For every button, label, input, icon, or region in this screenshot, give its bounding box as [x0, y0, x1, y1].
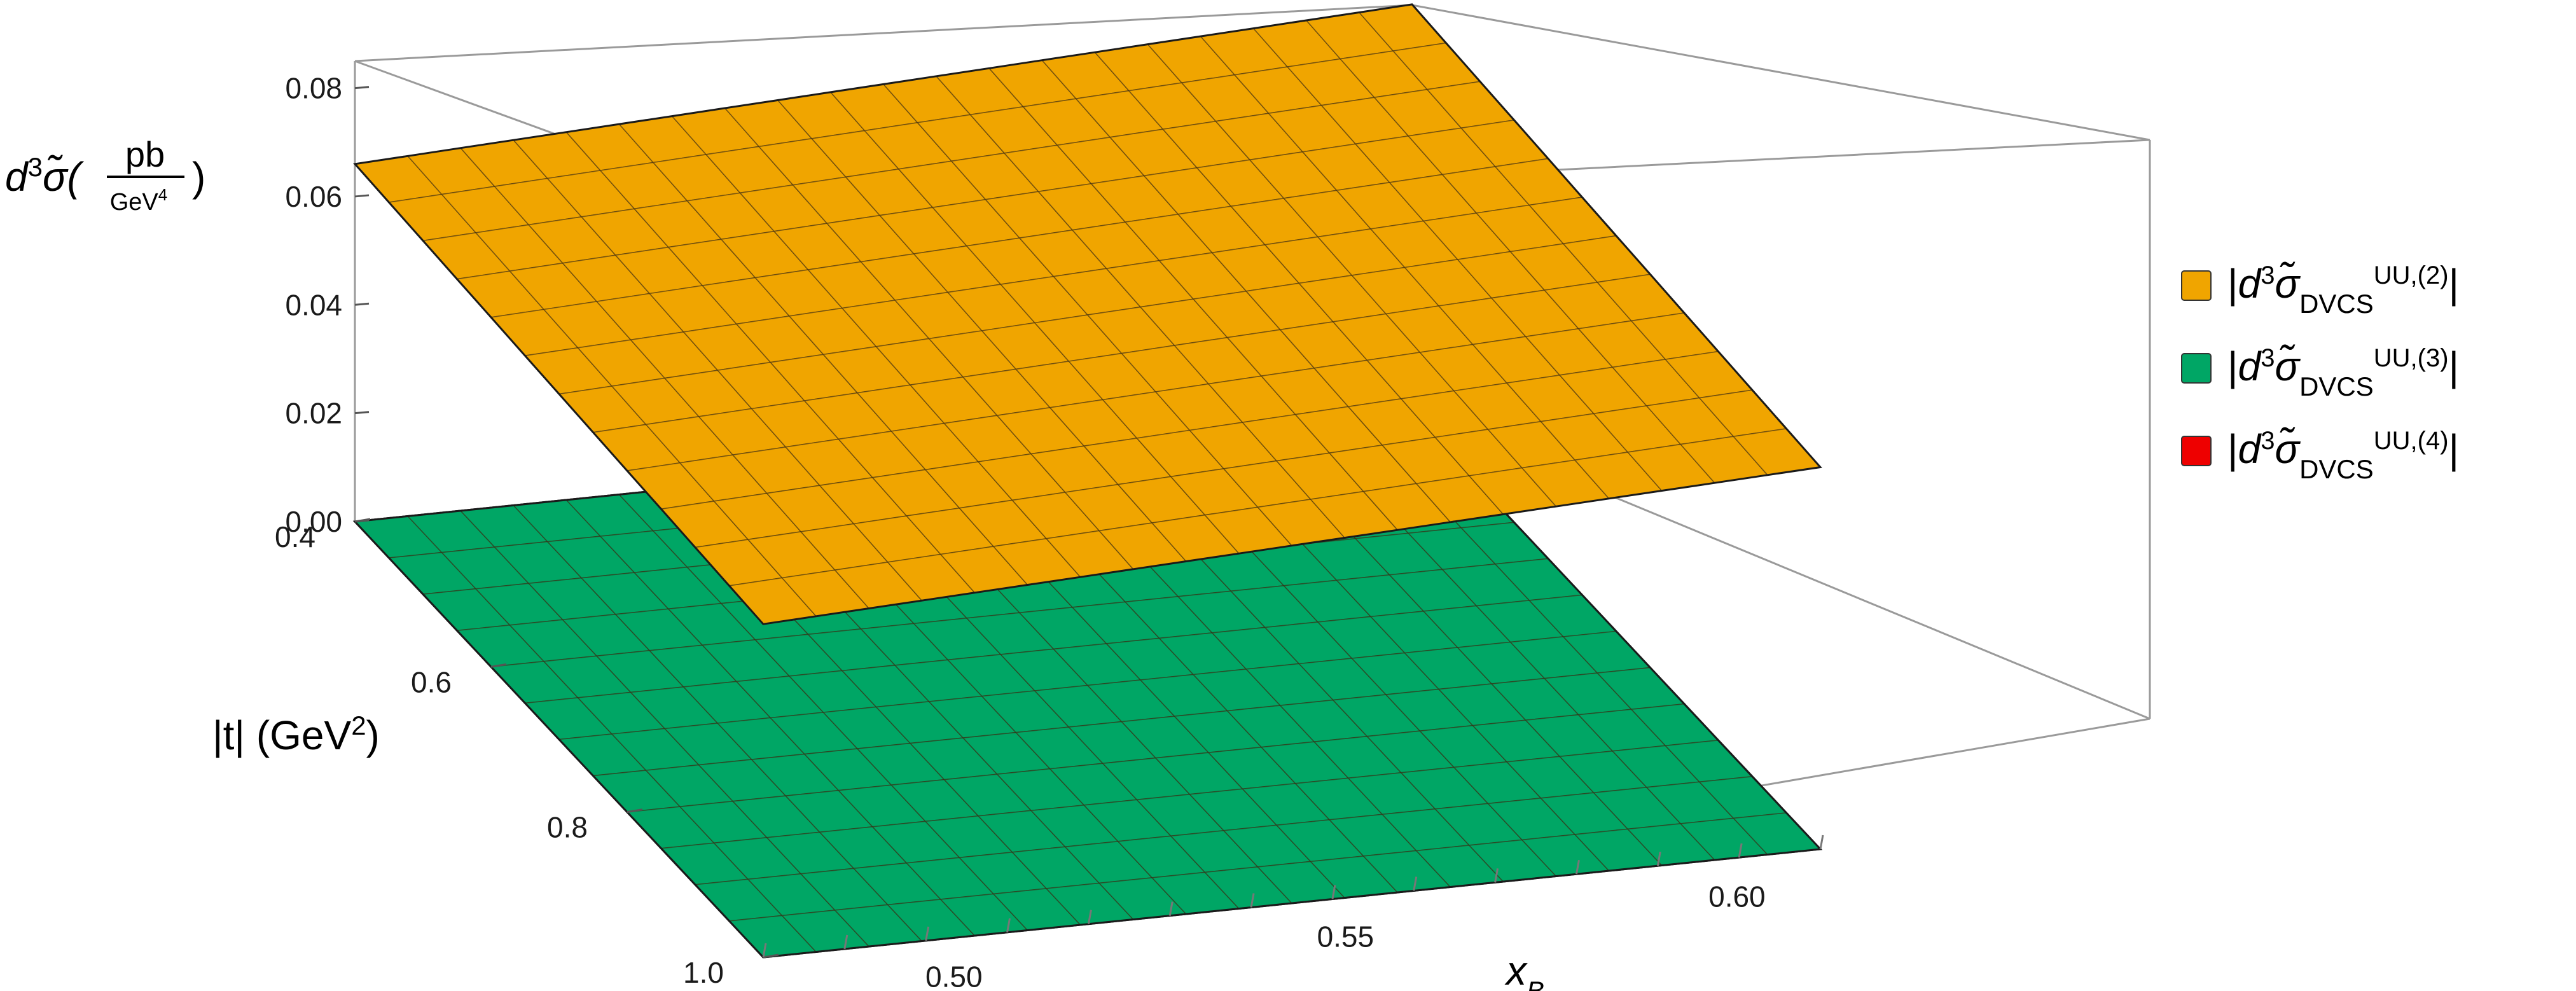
z-axis-label-denominator: GeV4: [110, 185, 168, 216]
t-axis-label: |t| (GeV2): [212, 710, 380, 759]
t-tick-mark: [490, 663, 507, 668]
z-tick-mark: [354, 302, 370, 306]
x-minor-tick: [1656, 851, 1661, 866]
z-tick-label: 0.06: [285, 180, 342, 213]
x-tick-label: 0.60: [1708, 880, 1766, 913]
x-minor-tick: [1738, 843, 1743, 858]
surface-1-outline: [353, 3, 1822, 625]
t-tick-mark: [627, 808, 643, 814]
x-minor-tick: [1250, 893, 1255, 908]
box-edge-back-top: [354, 4, 1413, 62]
z-tick-label: 0.04: [285, 288, 342, 321]
x-minor-tick: [1494, 868, 1499, 883]
z-axis-label-close: ): [192, 154, 205, 200]
z-axis-label: d3σ̃(: [5, 152, 85, 200]
x-minor-tick: [1168, 901, 1174, 916]
t-tick-mark: [354, 518, 371, 523]
legend-item: |d3σ̃DVCSUU,(2)|: [2181, 261, 2459, 319]
x-minor-tick: [1006, 918, 1011, 933]
legend: |d3σ̃DVCSUU,(2)| |d3σ̃DVCSUU,(3)| |d3σ̃DVC…: [2181, 261, 2459, 484]
x-tick-label: 0.50: [925, 960, 983, 991]
x-minor-tick: [1575, 859, 1580, 875]
x-minor-tick: [762, 943, 767, 958]
surface-1: [353, 3, 1822, 625]
x-axis-label: xB: [1504, 948, 1544, 991]
legend-label: |d3σ̃DVCSUU,(3)|: [2227, 343, 2459, 401]
surfaces-layer: [352, 3, 1823, 959]
x-minor-tick: [1413, 877, 1418, 891]
x-minor-tick: [1819, 835, 1824, 850]
z-tick-label: 0.00: [285, 505, 342, 538]
legend-item: |d3σ̃DVCSUU,(4)|: [2181, 426, 2459, 484]
x-minor-tick: [925, 926, 930, 941]
x-minor-tick: [1087, 910, 1092, 924]
legend-label: |d3σ̃DVCSUU,(4)|: [2227, 426, 2459, 484]
z-tick-label: 0.02: [285, 397, 342, 430]
z-tick-mark: [354, 86, 370, 90]
axis-labels-layer: d3σ̃( pb GeV4 ) |t| (GeV2) xB: [5, 134, 1544, 991]
z-tick-mark: [354, 411, 370, 415]
legend-item: |d3σ̃DVCSUU,(3)|: [2181, 343, 2459, 401]
z-tick-mark: [354, 194, 370, 198]
x-minor-tick: [1331, 885, 1336, 899]
legend-label: |d3σ̃DVCSUU,(2)|: [2227, 261, 2459, 319]
x-minor-tick: [843, 934, 848, 950]
x-tick-label: 0.55: [1317, 920, 1375, 953]
t-tick-mark: [763, 953, 779, 959]
t-tick-label: 0.4: [275, 520, 315, 553]
z-tick-label: 0.08: [285, 72, 342, 105]
ticks-layer: 0.00 0.02 0.04 0.06 0.08 0.4 0.6 0.8 1.0 0.50 0.55…: [275, 72, 1824, 991]
legend-swatch: [2181, 270, 2212, 301]
box-edge-right-top: [1411, 4, 2150, 141]
t-tick-label: 0.8: [547, 811, 588, 844]
legend-swatch: [2181, 436, 2212, 466]
legend-swatch: [2181, 353, 2212, 384]
z-axis-label-numerator: pb: [125, 134, 165, 174]
t-tick-label: 1.0: [683, 956, 724, 989]
t-tick-label: 0.6: [411, 665, 452, 698]
